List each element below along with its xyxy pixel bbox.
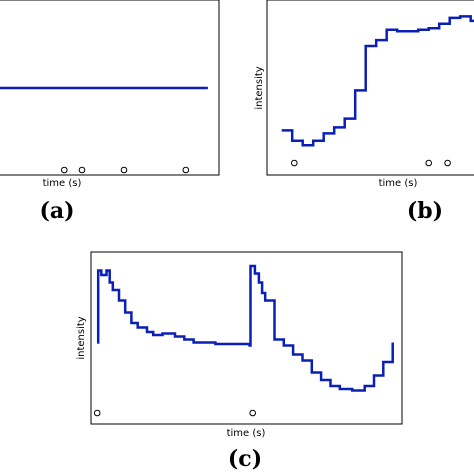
- event-markers: [93, 409, 256, 417]
- panel-label: (c): [228, 446, 262, 472]
- event-marker: [61, 166, 68, 174]
- y-axis-label: intensity: [254, 66, 265, 109]
- panel-b: time (s) intensity (b): [254, 0, 474, 224]
- panel-label: (b): [407, 198, 443, 224]
- x-axis-label: time (s): [379, 178, 418, 189]
- event-marker: [444, 159, 451, 167]
- event-marker: [78, 166, 86, 174]
- event-marker: [249, 409, 256, 417]
- event-marker: [182, 166, 190, 174]
- event-markers: [291, 159, 451, 167]
- panel-a: time (s) (a): [0, 0, 220, 224]
- plot-frame: [90, 251, 403, 425]
- data-line: [96, 264, 394, 392]
- x-axis-label: time (s): [43, 178, 82, 189]
- x-axis-label: time (s): [227, 428, 266, 439]
- event-marker: [93, 409, 101, 417]
- panel-label: (a): [39, 198, 74, 224]
- plot-frame: [266, 0, 474, 176]
- event-marker: [425, 159, 433, 167]
- panel-c: time (s) intensity (c): [76, 251, 403, 472]
- event-markers: [61, 166, 190, 174]
- plot-frame: [0, 0, 220, 176]
- data-line: [281, 15, 474, 147]
- event-marker: [120, 166, 128, 174]
- event-marker: [291, 159, 298, 167]
- y-axis-label: intensity: [76, 316, 87, 359]
